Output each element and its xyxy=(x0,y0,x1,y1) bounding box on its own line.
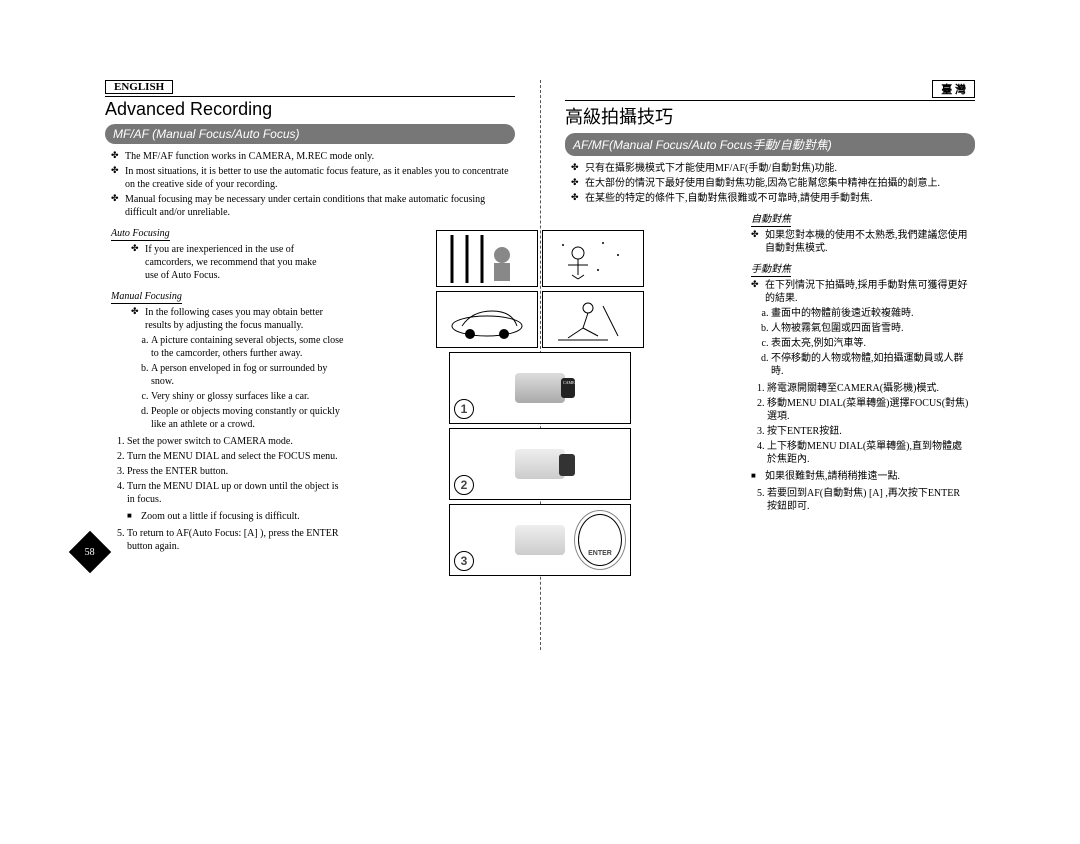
intro-item: The MF/AF function works in CAMERA, M.RE… xyxy=(111,150,509,163)
auto-item: If you are inexperienced in the use of c… xyxy=(131,243,331,282)
bars-icon xyxy=(442,235,532,283)
subsection-bar-left: MF/AF (Manual Focus/Auto Focus) xyxy=(105,124,515,144)
auto-item-r: 如果您對本機的使用不太熟悉,我們建議您使用自動對焦模式. xyxy=(751,229,969,255)
manual-intro-r: 在下列情況下拍攝時,採用手動對焦可獲得更好的結果. xyxy=(751,279,969,305)
auto-focus-heading-r: 自動對焦 xyxy=(751,213,791,227)
step-r: 移動MENU DIAL(菜單轉盤)選擇FOCUS(對焦)選項. xyxy=(767,397,969,423)
left-header: ENGLISH xyxy=(105,80,515,97)
car-icon xyxy=(442,296,532,344)
camera-body-icon xyxy=(515,449,565,479)
illus-car xyxy=(436,291,538,348)
snow-icon xyxy=(548,235,638,283)
illus-menu-dial: 2 xyxy=(449,428,631,500)
lang-tag-english: ENGLISH xyxy=(105,80,173,94)
illus-enter-button: ENTER 3 xyxy=(449,504,631,576)
step: Turn the MENU DIAL and select the FOCUS … xyxy=(127,450,347,463)
manual-focus-heading-r: 手動對焦 xyxy=(751,263,791,277)
illus-skier xyxy=(542,291,644,348)
center-diagrams: 1 2 ENTER 3 xyxy=(430,230,650,576)
step-r: 按下ENTER按鈕. xyxy=(767,425,969,438)
section-title-left: Advanced Recording xyxy=(105,99,515,120)
step-number: 1 xyxy=(454,399,474,419)
lang-tag-chinese: 臺 灣 xyxy=(932,80,975,98)
step-r: 將電源開關轉至CAMERA(攝影機)模式. xyxy=(767,382,969,395)
manual-case: A person enveloped in fog or surrounded … xyxy=(151,362,351,388)
manual-case-r: 畫面中的物體前後遠近較複雜時. xyxy=(771,307,969,320)
step: Press the ENTER button. xyxy=(127,465,347,478)
section-title-right: 高級拍攝技巧 xyxy=(565,103,975,129)
camera-body-icon xyxy=(515,525,565,555)
enter-button-icon: ENTER xyxy=(578,514,622,566)
step-number: 2 xyxy=(454,475,474,495)
step-5: To return to AF(Auto Focus: [A] ), press… xyxy=(127,527,347,553)
power-switch-icon xyxy=(561,378,575,398)
manual-case: A picture containing several objects, so… xyxy=(151,334,351,360)
intro-item: 只有在攝影機模式下才能使用MF/AF(手動/自動對焦)功能. xyxy=(571,162,969,175)
manual-case-r: 人物被霧氣包圍或四面皆雪時. xyxy=(771,322,969,335)
right-header: 臺 灣 xyxy=(565,80,975,101)
manual-focus-heading: Manual Focusing xyxy=(111,290,182,304)
manual-case: People or objects moving constantly or q… xyxy=(151,405,351,431)
intro-item: 在某些的特定的條件下,自動對焦很難或不可靠時,請使用手動對焦. xyxy=(571,192,969,205)
page-number: 58 xyxy=(85,547,95,558)
note-zoom-r: 如果很難對焦,請稍稍推遠一點. xyxy=(751,470,969,483)
step: Set the power switch to CAMERA mode. xyxy=(127,435,347,448)
manual-intro: In the following cases you may obtain be… xyxy=(131,306,351,332)
menu-dial-icon xyxy=(559,454,575,476)
manual-page: ENGLISH Advanced Recording MF/AF (Manual… xyxy=(105,80,975,650)
manual-case-r: 表面太亮,例如汽車等. xyxy=(771,337,969,350)
step-5-r: 若要回到AF(自動對焦) [A] ,再次按下ENTER按鈕即可. xyxy=(767,487,969,513)
skier-icon xyxy=(548,296,638,344)
auto-focus-heading: Auto Focusing xyxy=(111,227,170,241)
illus-behind-bars xyxy=(436,230,538,287)
camera-body-icon xyxy=(515,373,565,403)
step-r: 上下移動MENU DIAL(菜單轉盤),直到物體處於焦距內. xyxy=(767,440,969,466)
intro-item: Manual focusing may be necessary under c… xyxy=(111,193,509,219)
manual-case: Very shiny or glossy surfaces like a car… xyxy=(151,390,351,403)
note-zoom: Zoom out a little if focusing is difficu… xyxy=(127,510,351,523)
subsection-bar-right: AF/MF(Manual Focus/Auto Focus手動/自動對焦) xyxy=(565,133,975,156)
illus-camera-switch: 1 xyxy=(449,352,631,424)
manual-case-r: 不停移動的人物或物體,如拍攝運動員或人群時. xyxy=(771,352,969,378)
step: Turn the MENU DIAL up or down until the … xyxy=(127,480,347,506)
step-number: 3 xyxy=(454,551,474,571)
intro-item: 在大部份的情況下最好使用自動對焦功能,因為它能幫您集中精神在拍攝的創意上. xyxy=(571,177,969,190)
illus-snow xyxy=(542,230,644,287)
intro-item: In most situations, it is better to use … xyxy=(111,165,509,191)
